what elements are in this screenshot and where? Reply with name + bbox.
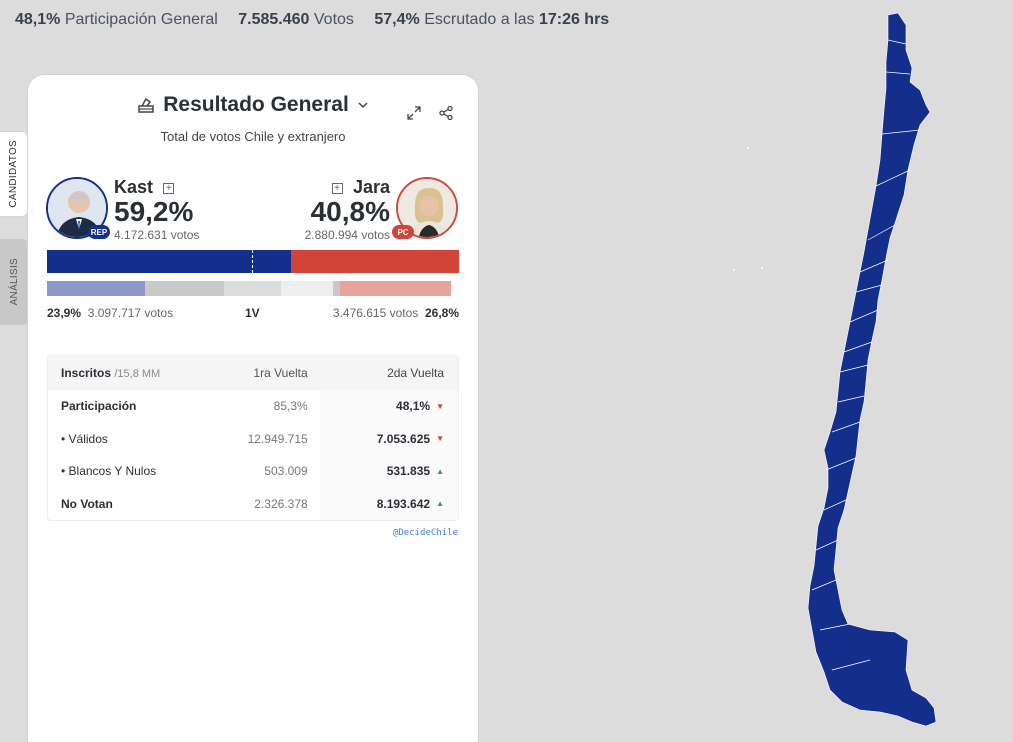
- island-dot: [747, 147, 749, 149]
- plus-square-icon[interactable]: +: [331, 183, 343, 194]
- first-round-left: 23,9% 3.097.717 votos: [47, 306, 174, 320]
- header-first-round: 1ra Vuelta: [253, 366, 308, 380]
- tab-candidatos-label: CANDIDATOS: [8, 140, 19, 208]
- card-header: Resultado General Total de votos Chile y…: [28, 93, 478, 144]
- result-bar-kast: [47, 250, 291, 273]
- chile-map[interactable]: [720, 10, 960, 735]
- counted-stat: 57,4% Escrutado a las 17:26 hrs: [374, 11, 610, 28]
- row-second: 531.835 ▲: [319, 455, 458, 488]
- first-round-label: 1V: [245, 306, 260, 320]
- party-badge-rep: REP: [88, 225, 110, 239]
- expand-icon[interactable]: [406, 105, 422, 121]
- trend-up-icon: ▲: [436, 499, 444, 509]
- row-label: Participación: [61, 399, 137, 414]
- results-card: Resultado General Total de votos Chile y…: [28, 75, 478, 742]
- participation-stat: 48,1% Participación General: [15, 11, 218, 28]
- top-stats-bar: 48,1% Participación General 7.585.460 Vo…: [15, 11, 625, 29]
- row-label: No Votan: [61, 496, 113, 511]
- tab-candidatos[interactable]: CANDIDATOS: [0, 131, 28, 217]
- card-subtitle: Total de votos Chile y extranjero: [160, 129, 346, 144]
- table-header: Inscritos /15,8 MM 1ra Vuelta 2da Vuelta: [48, 356, 458, 390]
- majority-line: [252, 250, 253, 273]
- table-row: No Votan 2.326.378 8.193.642 ▲: [48, 487, 458, 520]
- row-first: 503.009: [264, 464, 308, 479]
- chevron-down-icon: [358, 102, 368, 109]
- chile-regions[interactable]: [807, 12, 937, 727]
- trend-up-icon: ▲: [436, 466, 444, 476]
- first-round-segment: [145, 281, 224, 296]
- candidate-name: Kast: [114, 177, 154, 197]
- candidate-votes: 2.880.994 votos: [304, 228, 390, 242]
- table-row: • Válidos 12.949.715 7.053.625 ▼: [48, 422, 458, 455]
- trend-down-icon: ▼: [436, 401, 444, 411]
- row-second: 7.053.625 ▼: [319, 422, 458, 455]
- result-bar-jara: [290, 250, 459, 273]
- candidate-percentage: 59,2%: [114, 196, 194, 227]
- first-round-segment: [47, 281, 146, 296]
- header-second-round: 2da Vuelta: [319, 356, 458, 390]
- row-second: 8.193.642 ▲: [319, 487, 458, 520]
- row-first: 12.949.715: [247, 431, 308, 446]
- result-bar: [47, 250, 459, 273]
- candidate-percentage: 40,8%: [310, 196, 390, 227]
- trend-down-icon: ▼: [436, 434, 444, 444]
- card-title: Resultado General: [163, 93, 349, 116]
- table-row: Participación 85,3% 48,1% ▼: [48, 390, 458, 423]
- ballot-box-icon: [138, 97, 154, 113]
- votes-stat: 7.585.460 Votos: [238, 11, 354, 28]
- first-round-segment: [223, 281, 282, 296]
- candidate-name: Jara: [352, 177, 390, 197]
- first-round-bar: [47, 281, 459, 296]
- share-icon[interactable]: [438, 105, 454, 121]
- candidate-votes: 4.172.631 votos: [114, 228, 200, 242]
- row-label: • Válidos: [61, 431, 108, 446]
- first-round-segment: [332, 281, 341, 296]
- row-second: 48,1% ▼: [319, 390, 458, 423]
- row-first: 2.326.378: [254, 496, 308, 511]
- region-borders: [811, 39, 921, 671]
- first-round-right: 3.476.615 votos 26,8%: [332, 306, 459, 320]
- island-dot: [733, 269, 735, 271]
- participation-table: Inscritos /15,8 MM 1ra Vuelta 2da Vuelta…: [47, 355, 459, 521]
- first-round-segment: [340, 281, 451, 296]
- header-inscritos: Inscritos /15,8 MM: [61, 366, 161, 380]
- row-first: 85,3%: [273, 399, 308, 414]
- plus-square-icon[interactable]: +: [163, 183, 175, 194]
- header-actions: [406, 105, 454, 121]
- island-dot: [761, 267, 763, 269]
- tab-analisis-label: ANÁLISIS: [8, 258, 20, 306]
- party-badge-pc: PC: [392, 225, 414, 239]
- first-round-segment: [281, 281, 333, 296]
- tab-analisis[interactable]: ANÁLISIS: [0, 239, 28, 325]
- table-row: • Blancos Y Nulos 503.009 531.835 ▲: [48, 455, 458, 488]
- source-credit[interactable]: @DecideChile: [392, 528, 458, 538]
- first-round-labels: 23,9% 3.097.717 votos 1V 3.476.615 votos…: [47, 306, 459, 322]
- title-dropdown[interactable]: Resultado General: [137, 93, 369, 117]
- row-label: • Blancos Y Nulos: [61, 464, 157, 479]
